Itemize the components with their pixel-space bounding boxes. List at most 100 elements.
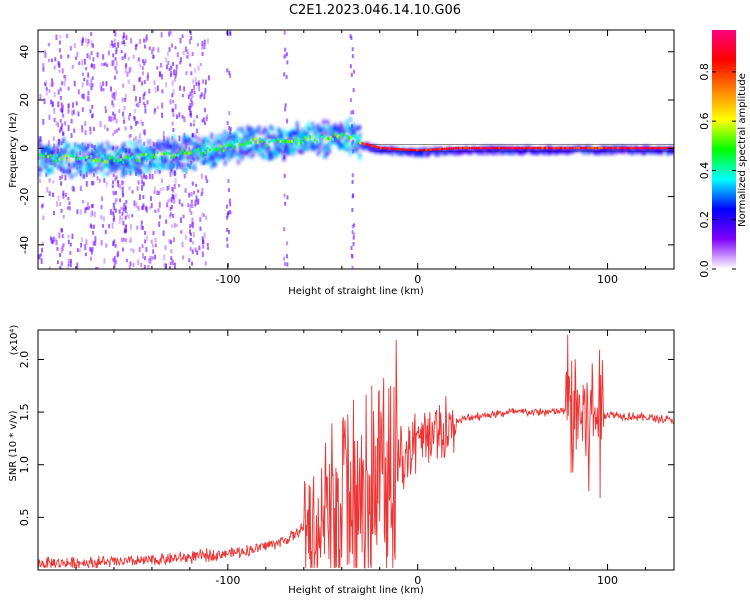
spectrogram-cell bbox=[298, 134, 301, 139]
spectrogram-cell bbox=[284, 47, 287, 52]
spectrogram-cell bbox=[330, 130, 333, 135]
x-tick-label: -100 bbox=[215, 574, 240, 587]
spectrogram-cell bbox=[161, 158, 164, 163]
spectrogram-cell bbox=[167, 165, 170, 170]
spectrogram-cell bbox=[252, 129, 255, 134]
spectrogram-cell bbox=[125, 161, 128, 166]
spectrogram-cell bbox=[531, 148, 534, 153]
spectrogram-cell bbox=[151, 153, 154, 157]
spectrogram-cell bbox=[66, 151, 69, 156]
spectrogram-cell bbox=[263, 137, 266, 141]
spectrogram-cell bbox=[571, 146, 574, 150]
spectrogram-cell bbox=[167, 61, 170, 66]
spectrogram-cell bbox=[191, 249, 194, 255]
spectrogram-cell bbox=[198, 245, 201, 251]
spectrogram-cell bbox=[174, 141, 177, 146]
spectrogram-cell bbox=[84, 244, 87, 251]
spectrogram-cell bbox=[516, 149, 519, 154]
spectrogram-cell bbox=[95, 266, 98, 269]
spectrogram-cell bbox=[361, 142, 364, 145]
spectrogram-cell bbox=[72, 109, 75, 115]
spectrogram-cell bbox=[192, 149, 195, 153]
spectrogram-cell bbox=[468, 146, 471, 150]
spectrogram-cell bbox=[611, 150, 614, 155]
spectrogram-cell bbox=[286, 144, 289, 149]
spectrogram-cell bbox=[69, 46, 72, 51]
spectrogram-cell bbox=[284, 142, 288, 147]
spectrogram-cell bbox=[193, 90, 196, 94]
spectrogram-cell bbox=[427, 152, 430, 157]
spectrogram-cell bbox=[577, 148, 580, 153]
spectrogram-cell bbox=[328, 126, 331, 131]
spectrogram-cell bbox=[157, 145, 160, 150]
spectrogram-cell bbox=[170, 65, 173, 70]
spectrogram-cell bbox=[53, 143, 56, 148]
spectrogram-cell bbox=[511, 146, 514, 150]
spectrogram-cell bbox=[154, 170, 157, 174]
spectrogram-cell bbox=[111, 184, 114, 188]
spectrogram-cell bbox=[550, 146, 553, 150]
spectrogram-cell bbox=[195, 195, 198, 202]
spectrogram-cell bbox=[76, 51, 79, 58]
spectrogram-cell bbox=[39, 136, 42, 142]
spectrogram-cell bbox=[89, 169, 92, 174]
spectrogram-cell bbox=[61, 234, 64, 239]
spectrogram-cell bbox=[241, 128, 244, 133]
spectrogram-cell bbox=[58, 161, 62, 166]
spectrogram-cell bbox=[132, 151, 136, 156]
spectrogram-cell bbox=[163, 254, 166, 261]
spectrogram-cell bbox=[225, 148, 229, 153]
spectrogram-cell bbox=[250, 132, 253, 137]
spectrogram-cell bbox=[421, 153, 424, 158]
spectrogram-cell bbox=[114, 177, 117, 182]
spectrogram-cell bbox=[181, 114, 184, 119]
spectrogram-cell bbox=[350, 72, 353, 77]
spectrogram-cell bbox=[299, 135, 303, 140]
spectrogram-cell bbox=[124, 215, 127, 220]
spectrogram-cell bbox=[123, 172, 126, 177]
spectrogram-cell bbox=[42, 63, 45, 69]
spectrogram-cell bbox=[70, 150, 73, 155]
spectrogram-cell bbox=[119, 161, 122, 166]
spectrogram-cell bbox=[270, 139, 273, 143]
spectrogram-cell bbox=[195, 149, 198, 153]
spectrogram-cell bbox=[48, 178, 51, 183]
spectrogram-cell bbox=[239, 145, 242, 150]
spectrogram-cell bbox=[262, 129, 265, 134]
spectrogram-cell bbox=[243, 147, 246, 152]
spectrogram-cell bbox=[326, 142, 329, 147]
spectrogram-cell bbox=[45, 159, 48, 164]
spectrogram-cell bbox=[38, 178, 41, 184]
spectrogram-cell bbox=[352, 193, 355, 198]
spectrogram-cell bbox=[128, 265, 131, 269]
spectrogram-cell bbox=[99, 121, 102, 128]
spectrogram-cell bbox=[514, 146, 517, 150]
spectrogram-cell bbox=[274, 139, 277, 143]
spectrogram-cell bbox=[163, 143, 166, 148]
spectrogram-cell bbox=[285, 52, 288, 57]
spectrogram-cell bbox=[125, 62, 128, 67]
spectrogram-cell bbox=[58, 165, 62, 170]
spectrogram-cell bbox=[475, 146, 478, 150]
spectrogram-cell bbox=[125, 157, 128, 162]
spectrogram-cell bbox=[184, 139, 187, 144]
spectrogram-cell bbox=[172, 163, 175, 169]
spectrogram-cell bbox=[222, 155, 225, 160]
spectrogram-cell bbox=[533, 150, 536, 155]
spectrogram-cell bbox=[311, 121, 314, 126]
spectrogram-cell bbox=[138, 169, 141, 173]
spectrogram-cell bbox=[404, 149, 407, 154]
spectrogram-cell bbox=[203, 136, 206, 141]
spectrogram-cell bbox=[189, 237, 192, 242]
spectrogram-cell bbox=[372, 145, 375, 148]
spectrogram-cell bbox=[453, 149, 456, 154]
spectrogram-cell bbox=[92, 57, 95, 62]
spectrogram-cell bbox=[63, 155, 66, 159]
spectrogram-cell bbox=[164, 245, 167, 251]
spectrogram-cell bbox=[489, 149, 493, 154]
spectrogram-cell bbox=[140, 161, 143, 166]
spectrogram-cell bbox=[66, 142, 69, 147]
spectrogram-cell bbox=[162, 131, 165, 137]
spectrogram-cell bbox=[594, 148, 597, 153]
spectrogram-cell bbox=[601, 151, 605, 156]
